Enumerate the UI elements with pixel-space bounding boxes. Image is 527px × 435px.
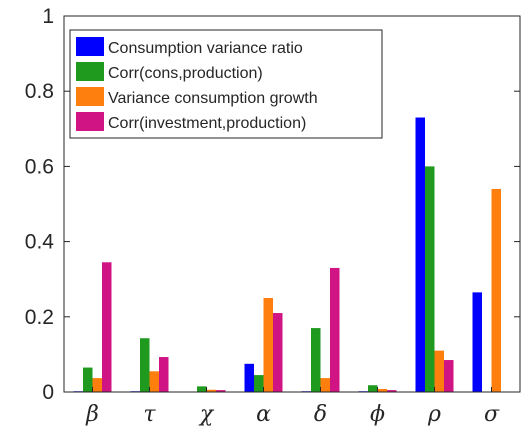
bar-6-0 (416, 118, 426, 392)
bar-4-3 (330, 268, 340, 392)
xtick-label: ϕ (370, 402, 385, 427)
legend-swatch (76, 62, 104, 81)
legend-label: Variance consumption growth (108, 90, 318, 107)
ytick-label: 0.4 (25, 231, 55, 254)
bar-4-1 (311, 328, 321, 392)
legend-swatch (76, 37, 104, 56)
bar-0-2 (93, 378, 103, 392)
ytick-label: 0 (42, 381, 54, 404)
bar-6-3 (444, 360, 454, 392)
legend-swatch (76, 87, 104, 106)
bar-3-2 (264, 298, 274, 392)
xtick-label: β (85, 402, 99, 427)
xtick-label: ρ (427, 402, 441, 427)
bar-1-2 (150, 371, 160, 392)
legend-label: Corr(investment,production) (108, 115, 306, 132)
bar-7-0 (473, 292, 483, 392)
bar-2-1 (197, 386, 207, 392)
bar-3-1 (254, 375, 264, 392)
bar-1-3 (159, 357, 169, 392)
ytick-label: 0.8 (25, 80, 54, 103)
bar-0-3 (102, 262, 112, 392)
legend-label: Corr(cons,production) (108, 65, 263, 82)
bar-6-1 (425, 166, 435, 392)
legend-swatch (76, 112, 104, 131)
legend-label: Consumption variance ratio (108, 40, 303, 57)
bar-1-1 (140, 338, 150, 392)
bar-4-2 (321, 378, 331, 392)
bar-3-0 (245, 364, 255, 392)
bar-0-1 (83, 368, 93, 392)
xtick-label: σ (484, 402, 500, 427)
bar-5-1 (368, 385, 378, 392)
xtick-label: χ (198, 402, 215, 427)
bar-7-2 (492, 189, 502, 392)
bar-3-3 (273, 313, 283, 392)
xtick-label: α (256, 402, 271, 427)
ytick-label: 0.6 (25, 155, 54, 178)
ytick-label: 1 (42, 5, 54, 28)
xtick-label: τ (143, 402, 156, 427)
xtick-label: δ (314, 402, 327, 427)
ytick-label: 0.2 (25, 306, 54, 329)
bar-6-2 (435, 351, 445, 392)
